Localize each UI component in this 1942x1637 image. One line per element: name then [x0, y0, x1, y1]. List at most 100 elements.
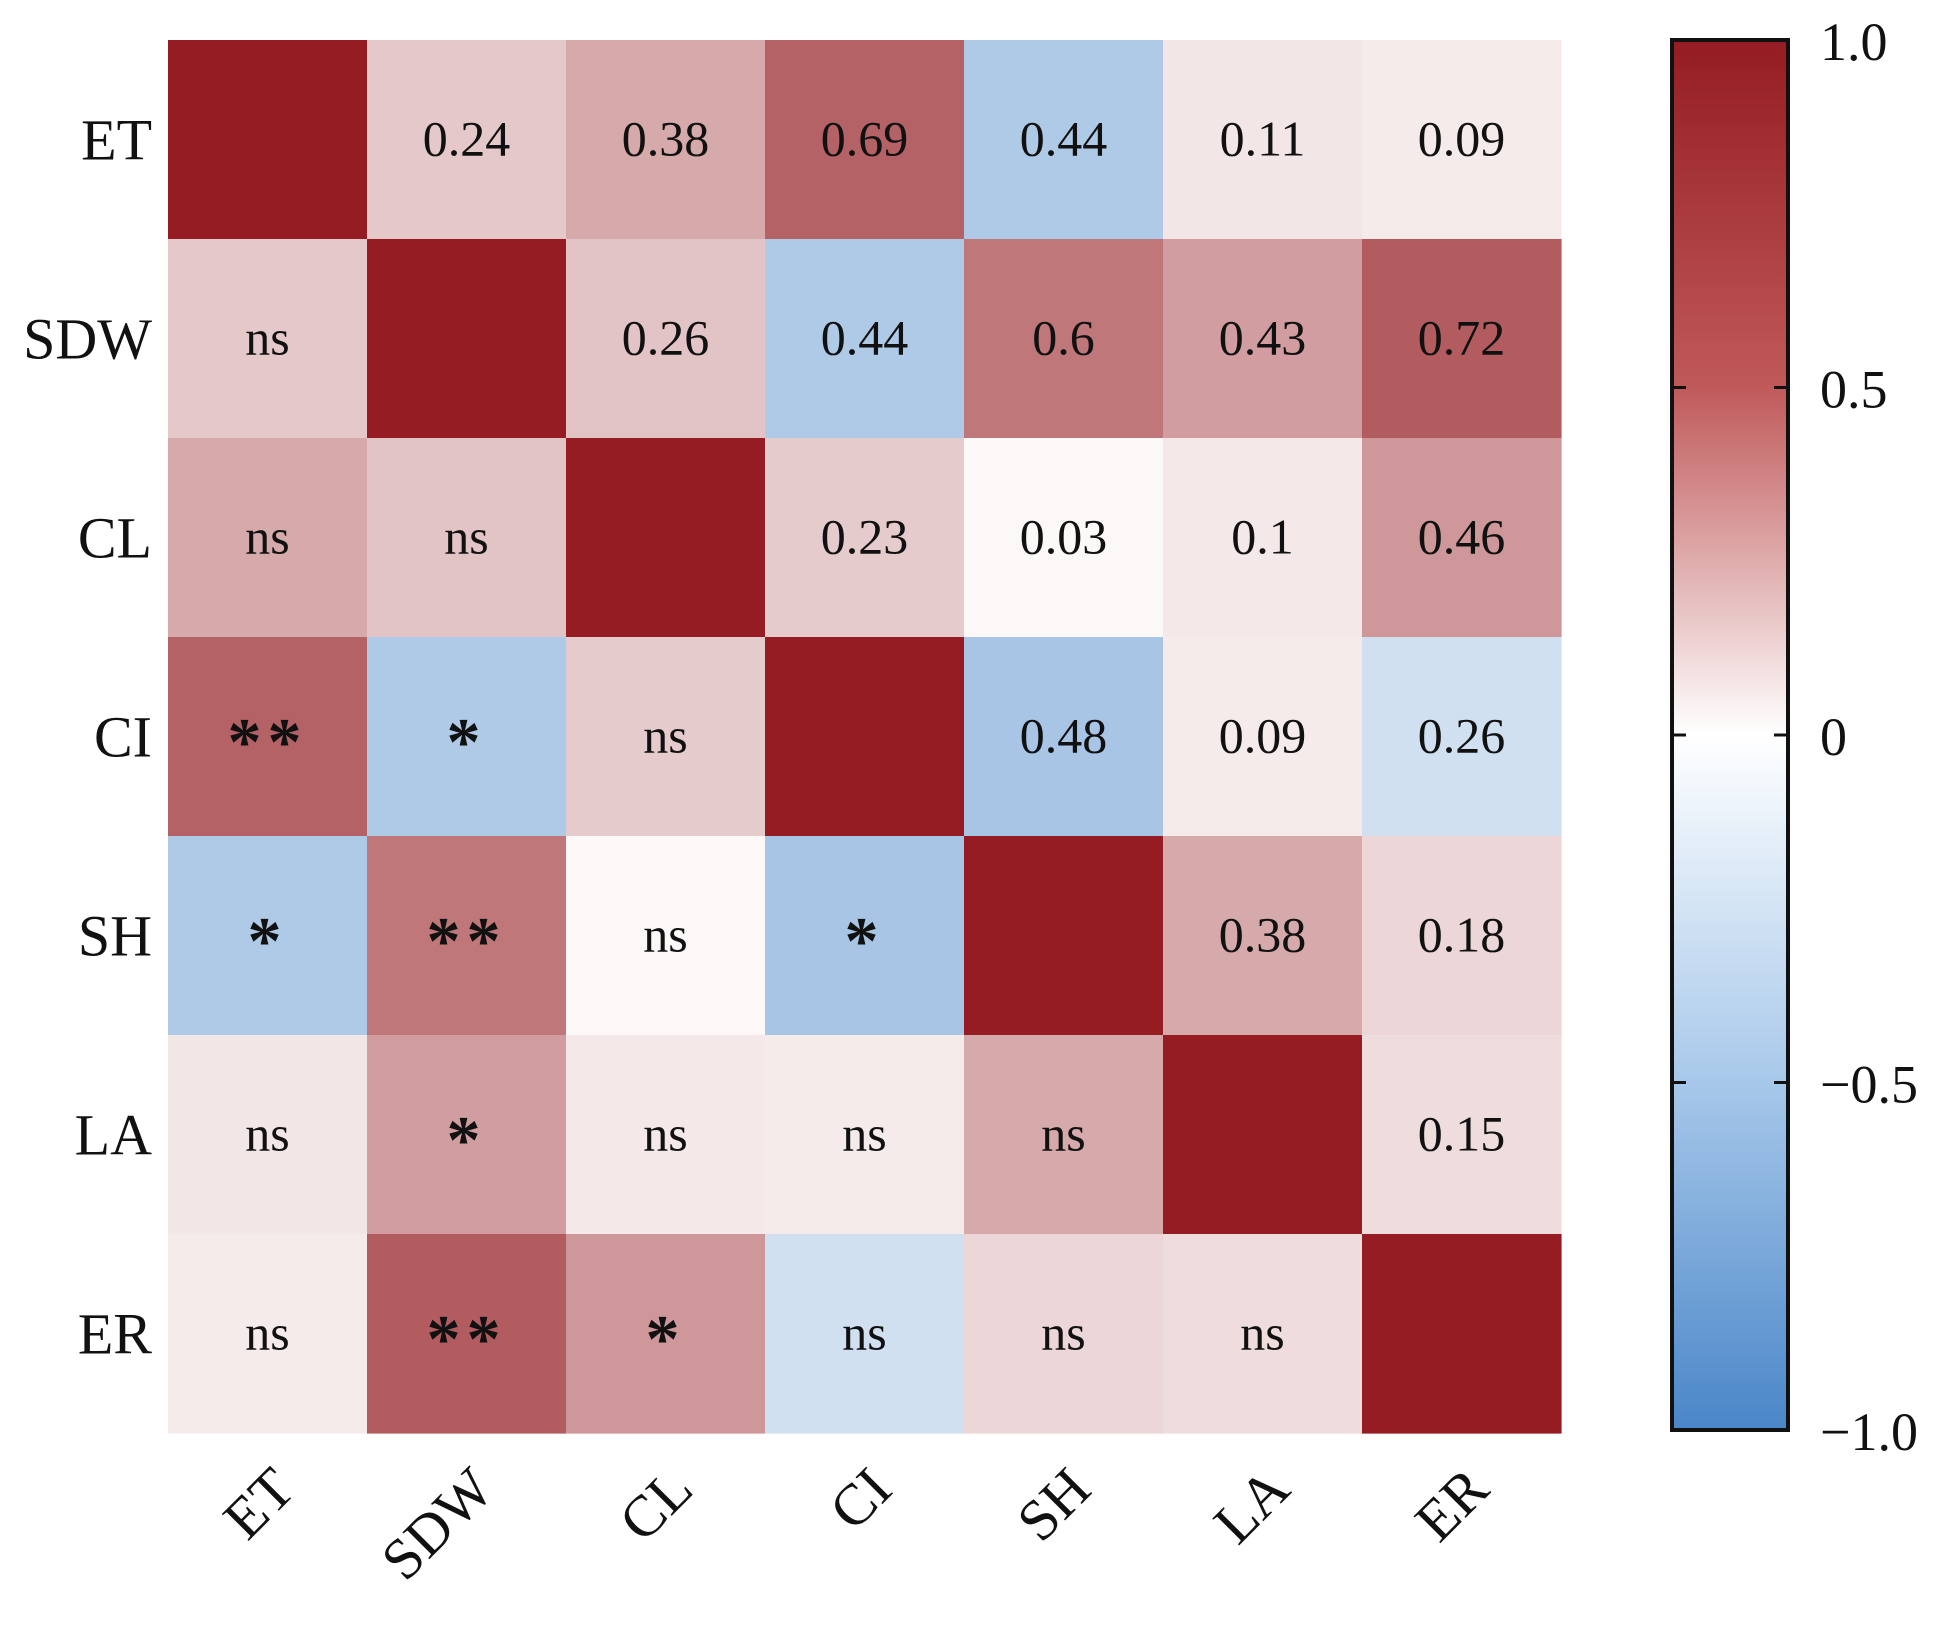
- heatmap-cell-sh-sdw: [367, 836, 567, 1036]
- heatmap-cell-ci-sdw: [367, 637, 567, 837]
- colorbar-tick-label: 0: [1820, 707, 1847, 767]
- column-label-sh: SH: [1004, 1455, 1102, 1553]
- cell-label: 0.09: [1219, 708, 1307, 764]
- cell-label: 0.23: [821, 509, 909, 565]
- colorbar: 1.0 0.5 0 −0.5 −1.0: [1670, 12, 1918, 1462]
- cell-label: ns: [643, 907, 687, 963]
- cell-label: ns: [245, 509, 289, 565]
- column-label-et: ET: [211, 1455, 307, 1551]
- heatmap-cell-er-la: [1163, 1234, 1363, 1434]
- heatmap-cell-sdw-cl: [566, 239, 766, 439]
- column-labels: ET SDW CL CI SH LA ER: [211, 1455, 1501, 1592]
- cell-label: 0.48: [1020, 708, 1108, 764]
- heatmap-cell-et-er: [1362, 40, 1562, 240]
- cell-label: *: [646, 1301, 686, 1377]
- cell-label: ns: [842, 1305, 886, 1361]
- row-label-sh: SH: [78, 904, 152, 969]
- cell-label: 0.26: [1418, 708, 1506, 764]
- heatmap-cell-ci-ci: [765, 637, 965, 837]
- cell-label: ns: [1041, 1305, 1085, 1361]
- cell-label: ns: [1041, 1106, 1085, 1162]
- cell-label: ns: [245, 310, 289, 366]
- heatmap-cell-cl-cl: [566, 438, 766, 638]
- heatmap-cell-sdw-ci: [765, 239, 965, 439]
- heatmap-cell-er-cl: [566, 1234, 766, 1434]
- column-label-sdw: SDW: [369, 1455, 506, 1592]
- cell-label: 0.09: [1418, 111, 1506, 167]
- cell-label: 0.26: [622, 310, 710, 366]
- column-label-la: LA: [1201, 1455, 1302, 1556]
- heatmap-cell-la-la: [1163, 1035, 1363, 1235]
- heatmap-cell-ci-et: [168, 637, 368, 837]
- row-label-sdw: SDW: [23, 307, 152, 372]
- row-label-ci: CI: [94, 705, 152, 770]
- heatmap-cell-sh-ci: [765, 836, 965, 1036]
- cell-label: 0.44: [1020, 111, 1108, 167]
- colorbar-ticks: 1.0 0.5 0 −0.5 −1.0: [1672, 12, 1918, 1462]
- heatmap-cell-sdw-la: [1163, 239, 1363, 439]
- cell-label: ns: [245, 1106, 289, 1162]
- heatmap-cell-la-cl: [566, 1035, 766, 1235]
- cell-label: **: [228, 704, 308, 780]
- cell-label: 0.69: [821, 111, 909, 167]
- cell-label: 0.18: [1418, 907, 1506, 963]
- heatmap-cell-sh-et: [168, 836, 368, 1036]
- cell-label: ns: [842, 1106, 886, 1162]
- cell-label: 0.15: [1418, 1106, 1506, 1162]
- cell-label: 0.24: [423, 111, 511, 167]
- cell-label: 0.38: [1219, 907, 1307, 963]
- cell-label: ns: [643, 1106, 687, 1162]
- heatmap-cell-la-ci: [765, 1035, 965, 1235]
- row-label-et: ET: [81, 108, 152, 173]
- column-label-ci: CI: [817, 1455, 904, 1542]
- heatmap-cell-la-er: [1362, 1035, 1562, 1235]
- colorbar-tick-label: −1.0: [1820, 1402, 1918, 1462]
- heatmap-cell-et-et: [168, 40, 368, 240]
- heatmap-cell-sdw-sdw: [367, 239, 567, 439]
- cell-label: 0.11: [1220, 111, 1306, 167]
- heatmap-cell-er-ci: [765, 1234, 965, 1434]
- cell-label: ns: [444, 509, 488, 565]
- cell-label: 0.1: [1231, 509, 1294, 565]
- heatmap-cell-cl-sdw: [367, 438, 567, 638]
- heatmap-cell-sdw-et: [168, 239, 368, 439]
- heatmap-cell-cl-sh: [964, 438, 1164, 638]
- cell-label: *: [447, 1102, 487, 1178]
- row-label-er: ER: [78, 1302, 152, 1367]
- heatmap-cell-er-sdw: [367, 1234, 567, 1434]
- heatmap-cell-sdw-er: [1362, 239, 1562, 439]
- heatmap-grid: 0.24 0.38 0.69 0.44 0.11 0.09 ns 0.26 0.44 0.6 0.4…: [168, 40, 1562, 1434]
- cell-label: 0.38: [622, 111, 710, 167]
- heatmap-cell-ci-sh: [964, 637, 1164, 837]
- colorbar-tick-label: −0.5: [1820, 1055, 1918, 1115]
- cell-label: 0.03: [1020, 509, 1108, 565]
- cell-label: 0.43: [1219, 310, 1307, 366]
- row-label-la: LA: [75, 1103, 152, 1168]
- heatmap-cell-et-sh: [964, 40, 1164, 240]
- cell-label: ns: [643, 708, 687, 764]
- heatmap-cell-et-sdw: [367, 40, 567, 240]
- cell-label: *: [447, 704, 487, 780]
- heatmap-cell-er-et: [168, 1234, 368, 1434]
- heatmap-cell-cl-et: [168, 438, 368, 638]
- heatmap-cell-sh-er: [1362, 836, 1562, 1036]
- row-label-cl: CL: [78, 506, 152, 571]
- heatmap-cell-cl-ci: [765, 438, 965, 638]
- cell-label: *: [845, 903, 885, 979]
- colorbar-tick-label: 1.0: [1820, 12, 1888, 72]
- heatmap-cell-et-cl: [566, 40, 766, 240]
- cell-label: 0.72: [1418, 310, 1506, 366]
- cell-label: **: [427, 1301, 507, 1377]
- heatmap-cell-sh-la: [1163, 836, 1363, 1036]
- cell-label: *: [248, 903, 288, 979]
- heatmap-cell-cl-la: [1163, 438, 1363, 638]
- heatmap-cell-la-sh: [964, 1035, 1164, 1235]
- cell-label: 0.44: [821, 310, 909, 366]
- colorbar-tick-label: 0.5: [1820, 360, 1888, 420]
- cell-label: 0.46: [1418, 509, 1506, 565]
- column-label-cl: CL: [606, 1455, 704, 1553]
- heatmap-cell-ci-er: [1362, 637, 1562, 837]
- cell-label: ns: [245, 1305, 289, 1361]
- heatmap-cell-la-et: [168, 1035, 368, 1235]
